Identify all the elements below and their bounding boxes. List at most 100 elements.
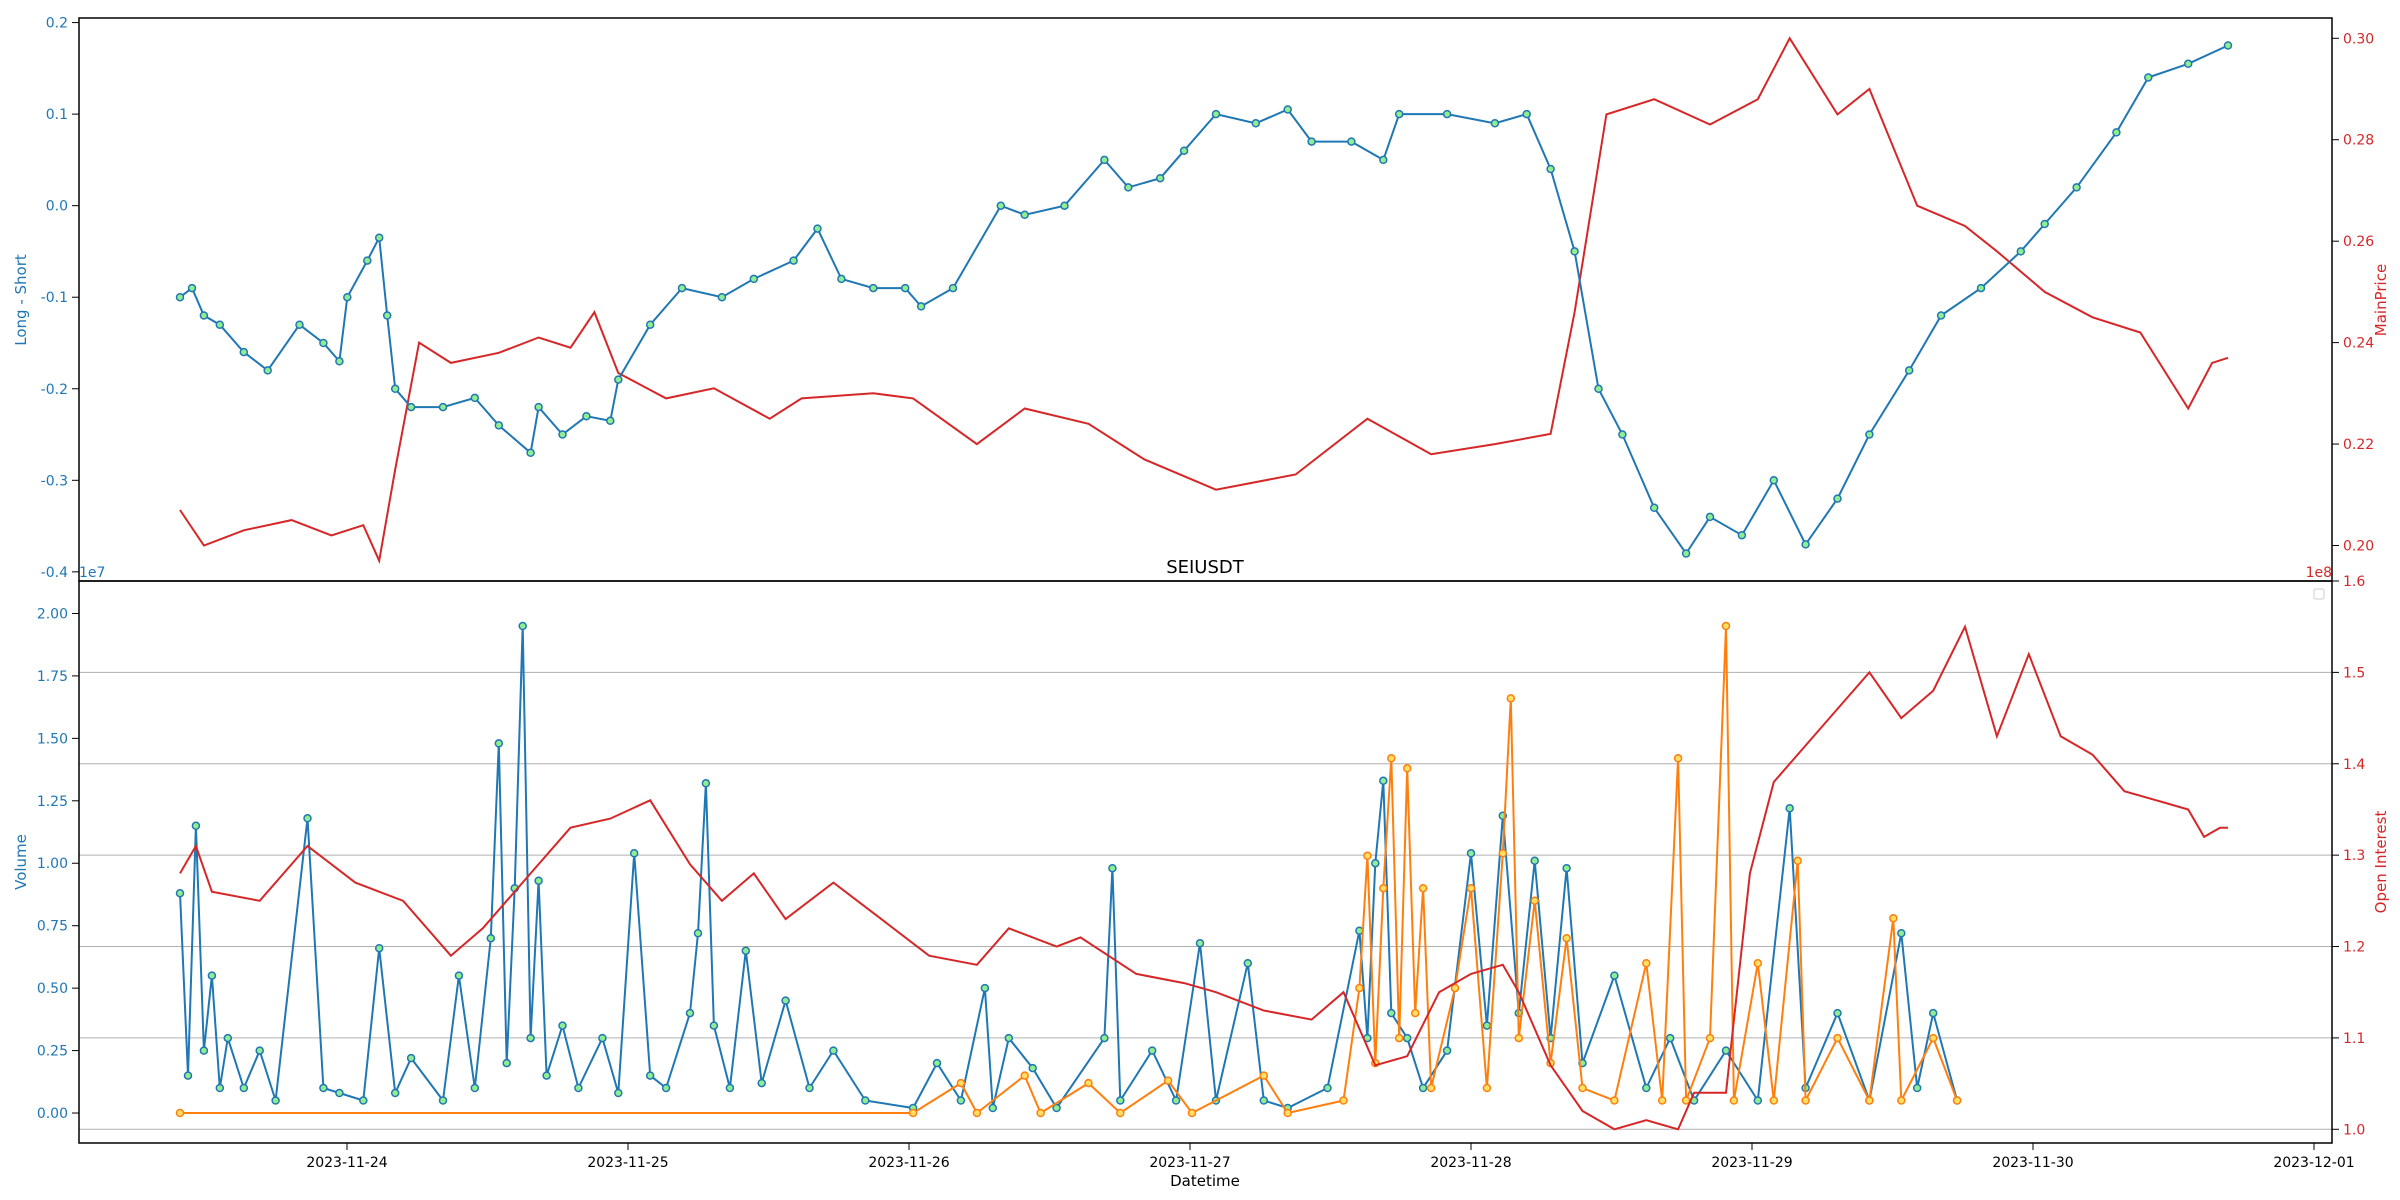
bottom-series-0-point-32 [629,849,639,858]
bottom-series-0-point-45 [861,1096,870,1105]
top-series-0-point-57 [1681,549,1691,558]
bottom-series-1-point-31 [1562,933,1571,943]
bottom-left-tick-label-7: 1.75 [37,669,68,685]
top-right-tick-label-4: 0.28 [2343,133,2374,149]
bottom-series-0-point-30 [598,1033,607,1043]
top-right-tick-label-5: 0.30 [2343,31,2374,47]
top-series-0-point-18 [526,448,535,458]
top-left-tick-label-0: -0.4 [41,565,68,581]
bottom-series-0-point-92 [1912,1083,1922,1093]
bottom-series-1 [175,621,1962,1118]
bottom-series-1-point-7 [1116,1108,1125,1118]
bottom-series-0-point-39 [725,1083,735,1093]
bottom-series-0-point-91 [1897,928,1906,938]
bottom-series-0-point-38 [709,1021,719,1030]
bottom-series-1-point-34 [1642,958,1651,968]
bottom-series-0-point-1 [183,1071,193,1080]
bottom-series-1-point-16 [1379,883,1388,893]
bottom-series-1-point-27 [1506,694,1516,703]
bottom-series-0-point-14 [374,943,384,953]
top-series-0-point-2 [199,311,209,320]
bottom-series-0-point-10 [303,814,312,823]
bottom-series-0-point-89 [1833,1008,1842,1018]
top-left-tick-label-3: -0.1 [41,290,68,306]
bottom-series-0-point-22 [502,1058,511,1068]
bottom-right-tick-label-4: 1.4 [2343,757,2365,773]
bottom-series-0-point-55 [1108,863,1117,873]
bottom-series-0-point-86 [1753,1096,1763,1105]
top-series-0-point-4 [239,347,249,357]
top-series-0-point-46 [1347,137,1356,146]
bottom-series-0-point-61 [1243,958,1253,968]
top-series-0-point-20 [558,430,567,439]
bottom-series-0-point-3 [199,1046,209,1055]
top-series-0-point-41 [1179,146,1189,155]
bottom-series-1-point-39 [1721,621,1731,631]
bottom-series-0-point-69 [1387,1008,1396,1018]
top-series-0-point-25 [677,283,687,293]
bottom-series-1-point-10 [1259,1071,1269,1080]
bottom-series-0-point-70 [1402,1033,1412,1043]
bottom-series-1-point-8 [1163,1076,1173,1085]
top-series-0-point-8 [335,357,344,366]
top-right-tick-label-1: 0.22 [2343,437,2374,453]
bottom-right-tick-label-1: 1.1 [2343,1031,2365,1047]
top-series-0-point-55 [1618,430,1627,439]
bottom-series-0-point-85 [1721,1046,1731,1055]
top-series-0-point-13 [390,384,400,394]
bottom-series-0-point-93 [1928,1008,1938,1018]
bottom-series-1-point-18 [1394,1033,1404,1043]
top-series-0-point-23 [614,375,623,384]
bottom-series-0-point-36 [693,928,703,938]
top-series-1-line [179,36,2229,565]
top-series-0-point-17 [494,421,504,430]
bottom-series-0-point-47 [932,1058,942,1068]
top-series-0-point-64 [1904,366,1914,375]
bottom-series-1-point-1 [908,1108,918,1118]
top-series-0-point-65 [1936,311,1946,320]
bottom-series-2-line [179,623,2228,1131]
bottom-series-0-point-77 [1530,856,1539,866]
bottom-right-tick-label-6: 1.6 [2343,574,2365,590]
top-series-0-point-44 [1283,105,1292,114]
top-series-0-point-11 [374,233,384,242]
bottom-series-0-point-28 [558,1021,567,1030]
top-series-0-point-59 [1737,530,1747,540]
top-series-0-point-43 [1251,119,1261,128]
top-series-0-point-45 [1307,137,1316,146]
top-series-0-point-3 [215,320,225,329]
top-series-0-point-29 [813,224,822,233]
top-series-0-point-63 [1865,430,1874,439]
bottom-right-tick-label-5: 1.5 [2343,665,2365,681]
bottom-series-1-point-24 [1466,883,1476,893]
bottom-series-1-point-26 [1498,849,1508,858]
top-series-0-point-32 [900,283,910,293]
bottom-series-1-point-29 [1530,896,1539,905]
top-series-0-point-9 [343,292,352,302]
top-series-0-point-69 [2072,183,2081,192]
bottom-series-0-point-17 [438,1096,448,1105]
top-series-0-point-15 [438,402,448,412]
top-series-0-point-53 [1570,247,1579,256]
x-tick-label-3: 2023-11-27 [1149,1155,1230,1171]
bottom-series-0-point-48 [956,1096,966,1105]
bottom-series-0-point-11 [319,1083,328,1093]
top-series-0-point-35 [996,201,1006,210]
bottom-x-axis: 2023-11-24 2023-11-25 2023-11-26 2023-11-27… [306,1143,2355,1171]
bottom-series-1-point-47 [1889,913,1898,923]
top-series-0-point-0 [175,292,185,302]
bottom-series-1-point-6 [1084,1078,1093,1088]
bottom-plot-frame [78,580,2333,1144]
bottom-left-tick-label-0: 0.00 [37,1106,68,1122]
top-series-0-point-14 [406,402,416,412]
bottom-series-1-point-20 [1410,1008,1420,1018]
bottom-series-1-point-17 [1387,754,1396,763]
bottom-series-0-point-33 [645,1071,655,1080]
x-tick-label-4: 2023-11-28 [1430,1155,1511,1171]
top-series-1 [179,36,2229,565]
top-series-0-point-66 [1976,283,1986,293]
top-series-0-point-22 [606,416,615,426]
bottom-series-1-point-22 [1426,1083,1436,1093]
x-tick-label-2: 2023-11-26 [868,1155,949,1171]
top-series-0-point-6 [295,320,304,329]
